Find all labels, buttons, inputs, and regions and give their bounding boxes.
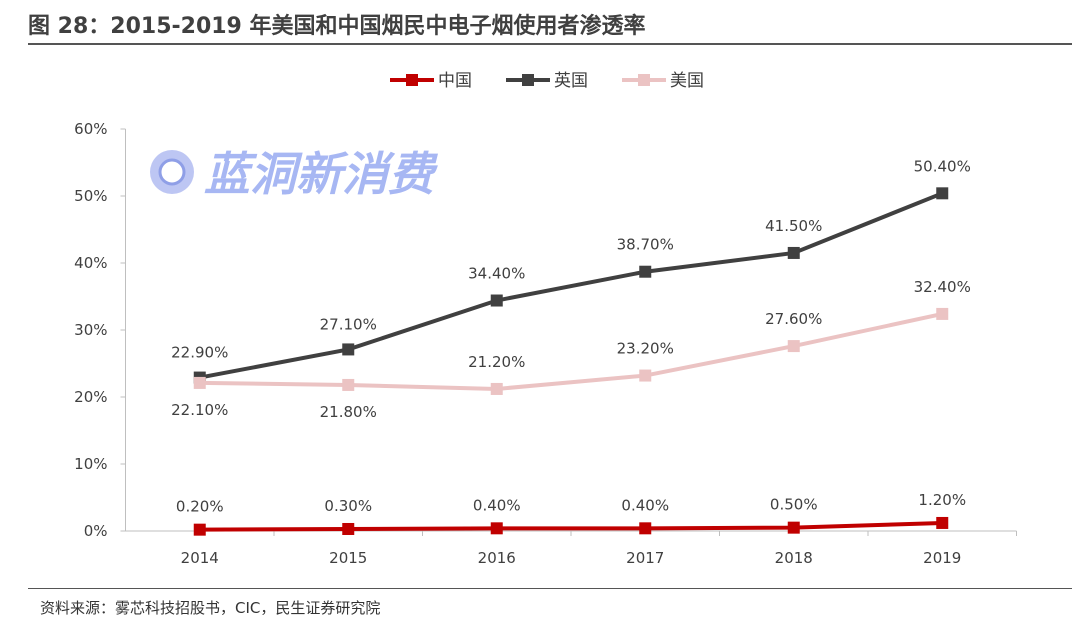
data-point (787, 340, 800, 353)
data-label: 23.20% (617, 340, 674, 358)
data-label: 34.40% (468, 265, 525, 283)
data-label: 27.60% (765, 310, 822, 328)
data-label: 27.10% (320, 315, 377, 333)
data-label: 21.80% (320, 403, 377, 421)
data-point (342, 522, 355, 535)
x-tick-label: 2019 (923, 549, 961, 567)
y-tick-label: 50% (74, 187, 107, 205)
data-label: 0.20% (176, 498, 224, 516)
figure-title: 图 28：2015-2019 年美国和中国烟民中电子烟使用者渗透率 (28, 14, 646, 39)
watermark-text: 蓝洞新消费 (204, 147, 439, 201)
y-tick-label: 30% (74, 321, 107, 339)
data-label: 0.40% (473, 496, 521, 514)
data-point (193, 523, 206, 536)
series-中国: 0.20% 0.30% 0.40% 0.40% 0.50% 1.20% (176, 491, 966, 536)
legend-label: 美国 (670, 71, 704, 91)
data-point (342, 378, 355, 391)
data-label: 22.90% (171, 344, 228, 362)
x-tick-label: 2015 (329, 549, 367, 567)
data-label: 0.50% (770, 496, 818, 514)
legend-marker (406, 74, 418, 86)
data-point (936, 516, 949, 529)
y-tick-label: 60% (74, 120, 107, 138)
data-point (936, 307, 949, 320)
data-point (787, 246, 800, 259)
data-point (639, 369, 652, 382)
series-美国: 22.10% 21.80% 21.20% 23.20% 27.60% 32.40% (171, 278, 971, 421)
data-point (639, 522, 652, 535)
data-point (490, 382, 503, 395)
watermark: 蓝洞新消费 (150, 147, 439, 201)
x-tick-label: 2018 (775, 549, 813, 567)
data-label: 21.20% (468, 353, 525, 371)
data-label: 22.10% (171, 401, 228, 419)
legend-item: 美国 (622, 71, 704, 91)
data-label: 50.40% (914, 157, 971, 175)
data-point (490, 522, 503, 535)
legend-item: 英国 (506, 71, 588, 91)
data-point (639, 265, 652, 278)
y-tick-label: 0% (84, 522, 108, 540)
data-label: 0.40% (621, 496, 669, 514)
data-point (936, 187, 949, 200)
series-line (199, 520, 943, 532)
legend-marker (522, 74, 534, 86)
data-point (342, 343, 355, 356)
legend-label: 中国 (438, 71, 472, 91)
x-tick-label: 2014 (181, 549, 219, 567)
y-tick-label: 40% (74, 254, 107, 272)
data-point (193, 376, 206, 389)
legend-marker (638, 74, 650, 86)
data-label: 32.40% (914, 278, 971, 296)
series-line (199, 191, 943, 380)
title-divider (28, 43, 1072, 45)
x-tick-label: 2016 (478, 549, 516, 567)
data-label: 1.20% (918, 491, 966, 509)
series-英国: 22.90% 27.10% 34.40% 38.70% 41.50% 50.40% (171, 157, 971, 384)
y-tick-label: 10% (74, 455, 107, 473)
data-label: 38.70% (617, 236, 674, 254)
data-point (490, 294, 503, 307)
data-label: 0.30% (324, 497, 372, 515)
series-line (199, 311, 943, 391)
data-point (787, 521, 800, 534)
y-tick-label: 20% (74, 388, 107, 406)
x-tick-label: 2017 (626, 549, 664, 567)
data-label: 41.50% (765, 217, 822, 235)
legend-item: 中国 (390, 71, 472, 91)
legend-label: 英国 (554, 71, 588, 91)
source-note: 资料来源：雾芯科技招股书，CIC，民生证券研究院 (40, 599, 381, 617)
source-divider (28, 588, 1072, 589)
